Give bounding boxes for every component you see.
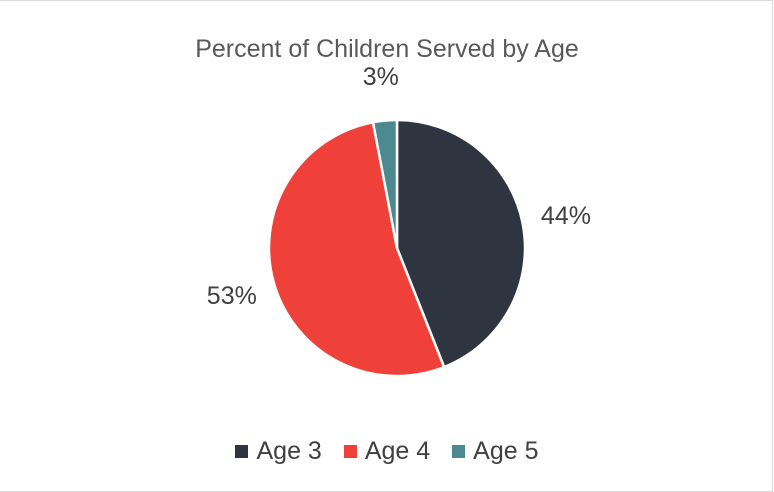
legend-swatch-age-4: [343, 445, 357, 458]
data-label-age-5: 3%: [363, 63, 399, 91]
pie-slice-age-3: [395, 118, 527, 369]
legend-entry-age-4: Age 4: [343, 437, 431, 466]
pie-chart: 44% 53% 3%: [207, 63, 591, 378]
legend-entry-age-5: Age 5: [452, 437, 539, 466]
legend-entry-age-3: Age 3: [235, 437, 322, 466]
legend-label-age-5: Age 5: [473, 437, 539, 465]
legend-label-age-3: Age 3: [256, 437, 322, 465]
legend-swatch-age-5: [452, 445, 466, 458]
legend: Age 3 Age 4 Age 5: [0, 437, 774, 466]
pie-slice-age-4: [267, 121, 446, 378]
data-label-age-3: 44%: [541, 202, 591, 230]
pie-slice-age-5: [371, 118, 399, 250]
data-label-age-4: 53%: [207, 282, 257, 310]
legend-swatch-age-3: [235, 445, 249, 458]
legend-label-age-4: Age 4: [364, 437, 431, 465]
chart-title: Percent of Children Served by Age: [195, 35, 579, 63]
